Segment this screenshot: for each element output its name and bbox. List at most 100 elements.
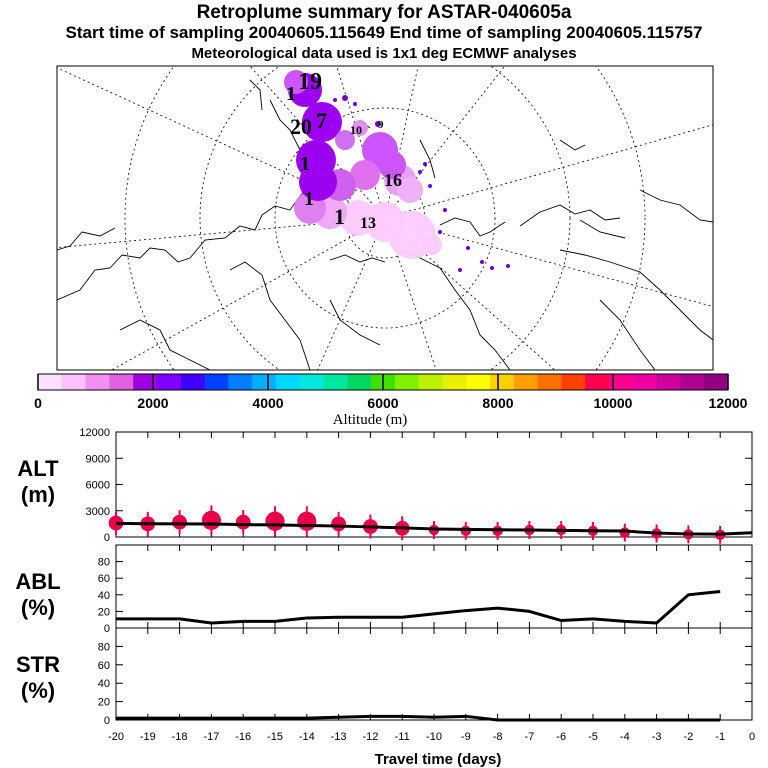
colorbar-cell [632,374,658,390]
x-tick-label: -15 [267,731,283,743]
y-tick-label: 0 [104,532,110,544]
colorbar-cell [513,374,539,390]
x-tick-label: -20 [108,731,124,743]
x-tick-label: -7 [525,731,535,743]
x-tick-label: -16 [235,731,251,743]
x-tick-label: -12 [362,731,378,743]
map-label-10: 10 [350,123,362,137]
x-tick-label: -5 [588,731,598,743]
abl-panel-unit: (%) [21,595,55,620]
y-tick-label: 12000 [79,427,110,439]
y-tick-label: 80 [98,641,110,653]
x-tick-label: -18 [172,731,188,743]
colorbar-cell [561,374,586,390]
polar-map: 19 1 20 7 10 9 16 13 1 1 1 [56,65,714,371]
x-tick-label: -1 [715,731,725,743]
colorbar-cell [347,374,372,390]
map-label-19: 19 [298,69,322,95]
colorbar-cell [656,374,681,390]
y-tick-label: 80 [98,557,110,569]
y-tick-label: 20 [98,697,110,709]
plume-dots [333,95,510,272]
y-tick-label: 40 [98,590,110,602]
colorbar-cell [299,374,324,390]
colorbar-label: Altitude (m) [333,412,408,428]
str-panel-unit: (%) [21,678,55,703]
abl-line [116,589,721,625]
x-tick-label: -2 [684,731,694,743]
colorbar-cell [275,374,301,390]
str-line [116,714,721,722]
colorbar-cell [585,374,610,390]
colorbar-cell [85,374,110,390]
map-label-1d: 1 [334,204,345,229]
x-tick-label: -14 [299,731,315,743]
x-tick-label: -13 [331,731,347,743]
y-tick-label: 0 [104,715,110,727]
colorbar-cell [609,374,634,390]
colorbar-cell [680,374,705,390]
x-tick-label: -10 [426,731,442,743]
alt-panel-unit: (m) [21,482,55,507]
alt-line [115,521,753,536]
colorbar-cell [490,374,515,390]
x-tick-label: -11 [395,731,410,743]
colorbar-cell [61,374,86,390]
x-axis-label: Travel time (days) [375,751,502,768]
map-label-16: 16 [384,170,402,190]
map-label-7: 7 [316,108,327,133]
colorbar-tick-label: 0 [34,395,42,411]
retroplume-clusters [284,70,442,259]
y-tick-label: 20 [98,606,110,618]
alt-panel-title: ALT [17,456,59,481]
y-tick-label: 0 [104,623,110,635]
colorbar-tick-label: 2000 [137,395,168,411]
colorbar-tick-label: 12000 [709,395,748,411]
x-tick-label: -6 [556,731,566,743]
colorbar-cell [252,374,277,390]
meteo-data-line: Meteorological data used is 1x1 deg ECMW… [191,45,577,62]
colorbar-cell [156,374,182,390]
y-tick-label: 40 [98,678,110,690]
map-label-1c: 1 [300,153,310,175]
panel-abl: 0 20 40 60 80 ABL(%) [15,544,753,635]
chart-title: Retroplume summary for ASTAR-040605a [196,2,572,23]
abl-frame [115,544,753,629]
colorbar-cell [323,374,348,390]
colorbar-cell [38,374,63,390]
plume-day-labels: 19 1 20 7 10 9 16 13 1 1 1 [286,69,402,232]
colorbar-cell [418,374,443,390]
map-label-1b: 1 [304,188,314,210]
x-tick-label: -19 [140,731,156,743]
x-tick-label: -9 [461,731,471,743]
colorbar-tick-label: 10000 [594,395,633,411]
colorbar-cell [466,374,491,390]
x-tick-label: 0 [749,731,755,743]
y-tick-label: 60 [98,573,110,585]
map-label-1a: 1 [286,83,296,105]
y-tick-label: 60 [98,660,110,672]
colorbar-cell [109,374,134,390]
colorbar-cell [180,374,205,390]
sampling-time-line: Start time of sampling 20040605.115649 E… [65,23,703,42]
str-panel-title: STR [16,652,60,677]
colorbar-cell [204,374,229,390]
map-label-20: 20 [290,114,312,139]
coastlines [57,79,713,370]
x-tick-label: -8 [493,731,503,743]
panel-alt: 0 3000 6000 9000 12000 ALT(m) [17,427,753,544]
x-tick-label: -17 [203,731,219,743]
colorbar-tick-label: 8000 [482,395,513,411]
map-label-13: 13 [360,215,376,232]
abl-panel-title: ABL [15,569,60,594]
x-tick-label: -4 [620,731,630,743]
y-tick-label: 3000 [86,506,110,518]
colorbar-cell [704,374,729,390]
colorbar-cell [133,374,158,390]
y-tick-label: 9000 [86,453,110,465]
colorbar-cell [442,374,467,390]
colorbar-cell [394,374,420,390]
str-frame [115,627,753,721]
